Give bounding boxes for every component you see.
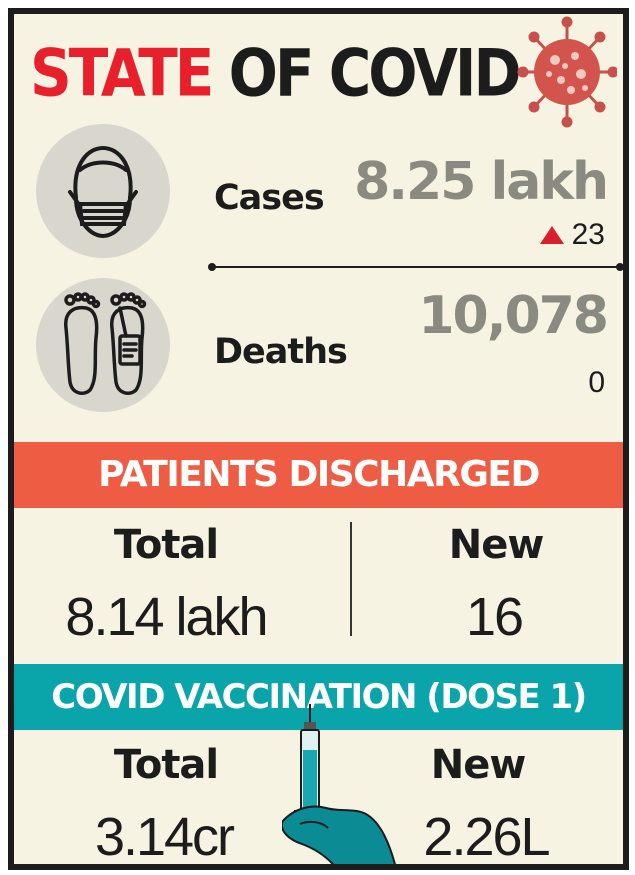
discharged-new-value: 16 <box>465 587 524 647</box>
column-divider <box>350 522 352 636</box>
stat-divider <box>208 263 623 271</box>
discharged-total-label: Total <box>113 522 219 568</box>
page-title: STATE OF COVID <box>30 23 522 124</box>
deaths-change-value: 0 <box>588 366 605 399</box>
face-mask-icon <box>36 124 170 258</box>
trend-up-icon <box>539 226 564 244</box>
title-word-state: STATE <box>30 34 214 112</box>
deaths-value: 10,078 <box>418 286 609 346</box>
feet-tag-icon <box>36 278 170 412</box>
deaths-change: 0 <box>588 366 605 400</box>
cases-label: Cases <box>214 178 325 218</box>
infographic-card: STATE OF COVID <box>8 8 629 870</box>
vaccination-banner: COVID VACCINATION (DOSE 1) <box>14 664 623 730</box>
deaths-label: Deaths <box>214 332 348 372</box>
syringe-hand-icon <box>282 704 396 864</box>
title-word-of-covid: OF COVID <box>228 34 522 112</box>
vaccination-total-label: Total <box>113 742 219 788</box>
cases-value: 8.25 lakh <box>354 152 609 212</box>
cases-change-value: 23 <box>571 218 605 251</box>
discharged-new-label: New <box>448 522 545 568</box>
vaccination-new-label: New <box>430 742 527 788</box>
discharged-total-value: 8.14 lakh <box>65 587 268 647</box>
virus-icon <box>517 16 617 128</box>
cases-change: 23 <box>539 218 605 252</box>
vaccination-new-value: 2.26L <box>423 807 550 867</box>
vaccination-total-value: 3.14cr <box>94 807 235 867</box>
discharged-banner: PATIENTS DISCHARGED <box>14 442 623 508</box>
